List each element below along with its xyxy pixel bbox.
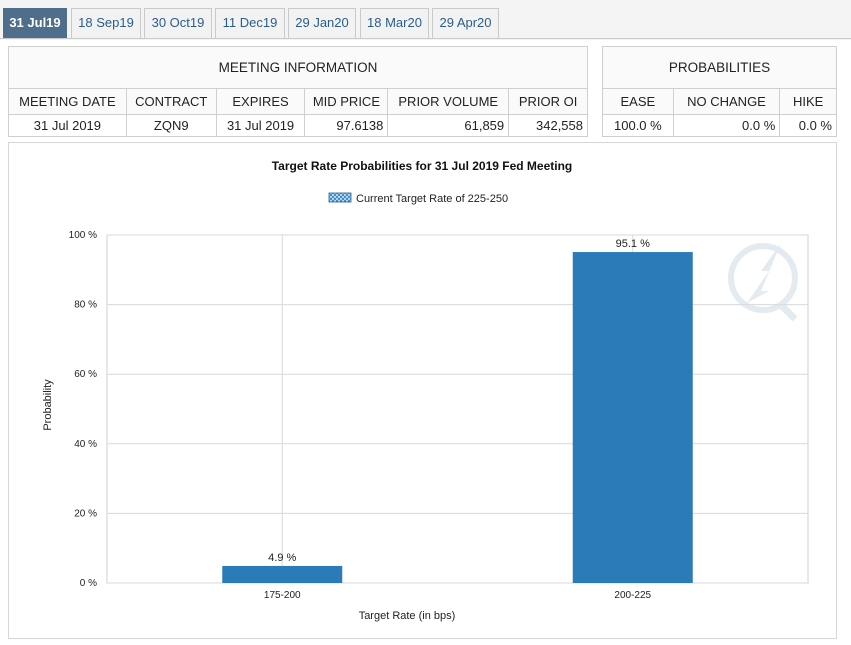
- meeting-information-table: MEETING INFORMATION MEETING DATE CONTRAC…: [8, 46, 588, 137]
- chart-title: Target Rate Probabilities for 31 Jul 201…: [272, 159, 573, 173]
- y-axis-label: Probability: [42, 379, 54, 431]
- tab-29-jan20[interactable]: 29 Jan20: [288, 8, 356, 38]
- y-tick-label: 80 %: [74, 300, 97, 311]
- prior-oi-value: 342,558: [508, 114, 588, 137]
- legend-label: Current Target Rate of 225-250: [356, 193, 508, 205]
- tab-divider: [0, 38, 851, 39]
- header-hike: HIKE: [779, 88, 837, 115]
- probability-chart: Target Rate Probabilities for 31 Jul 201…: [42, 159, 809, 622]
- table-row: 100.0 % 0.0 % 0.0 %: [602, 114, 837, 137]
- x-axis-label: Target Rate (in bps): [359, 610, 456, 622]
- chart-panel: Target Rate Probabilities for 31 Jul 201…: [8, 142, 837, 639]
- meeting-date-value: 31 Jul 2019: [8, 114, 127, 137]
- header-prior-volume: PRIOR VOLUME: [387, 88, 510, 115]
- header-ease: EASE: [602, 88, 674, 115]
- x-tick-label: 200-225: [614, 590, 651, 601]
- header-expires: EXPIRES: [215, 88, 306, 115]
- bar-175-200: [222, 565, 343, 583]
- meeting-information-title: MEETING INFORMATION: [8, 46, 588, 89]
- y-tick-label: 20 %: [74, 508, 97, 519]
- cme-watermark-logo: [728, 243, 798, 322]
- tab-29-apr20[interactable]: 29 Apr20: [432, 8, 499, 38]
- header-no-change: NO CHANGE: [672, 88, 781, 115]
- tab-18-mar20[interactable]: 18 Mar20: [360, 8, 429, 38]
- ease-value: 100.0 %: [602, 114, 674, 137]
- chart-legend[interactable]: Current Target Rate of 225-250: [328, 192, 508, 205]
- data-label: 4.9 %: [268, 552, 296, 564]
- table-row: 31 Jul 2019 ZQN9 31 Jul 2019 97.6138 61,…: [8, 114, 588, 137]
- mid-price-value: 97.6138: [304, 114, 389, 137]
- hike-value: 0.0 %: [779, 114, 837, 137]
- tab-31-jul19[interactable]: 31 Jul19: [3, 8, 67, 38]
- legend-swatch: [328, 192, 352, 203]
- y-tick-label: 60 %: [74, 369, 97, 380]
- header-prior-oi: PRIOR OI: [508, 88, 588, 115]
- expires-value: 31 Jul 2019: [215, 114, 306, 137]
- meeting-tab-bar: 31 Jul19 18 Sep19 30 Oct19 11 Dec19 29 J…: [0, 0, 851, 40]
- probabilities-title: PROBABILITIES: [602, 46, 837, 89]
- header-meeting-date: MEETING DATE: [8, 88, 127, 115]
- y-tick-label: 40 %: [74, 439, 97, 450]
- x-tick-label: 175-200: [264, 590, 301, 601]
- y-tick-label: 100 %: [69, 230, 97, 241]
- bar-200-225: [572, 252, 693, 583]
- plot-area: [106, 234, 809, 584]
- header-mid-price: MID PRICE: [304, 88, 389, 115]
- probabilities-table: PROBABILITIES EASE NO CHANGE HIKE 100.0 …: [602, 46, 837, 137]
- tab-11-dec19[interactable]: 11 Dec19: [215, 8, 285, 38]
- data-label: 95.1 %: [616, 238, 650, 250]
- tab-30-oct19[interactable]: 30 Oct19: [144, 8, 212, 38]
- prior-volume-value: 61,859: [387, 114, 510, 137]
- header-contract: CONTRACT: [125, 88, 217, 115]
- tab-18-sep19[interactable]: 18 Sep19: [71, 8, 141, 38]
- y-tick-label: 0 %: [80, 578, 97, 589]
- contract-value: ZQN9: [125, 114, 217, 137]
- no-change-value: 0.0 %: [672, 114, 781, 137]
